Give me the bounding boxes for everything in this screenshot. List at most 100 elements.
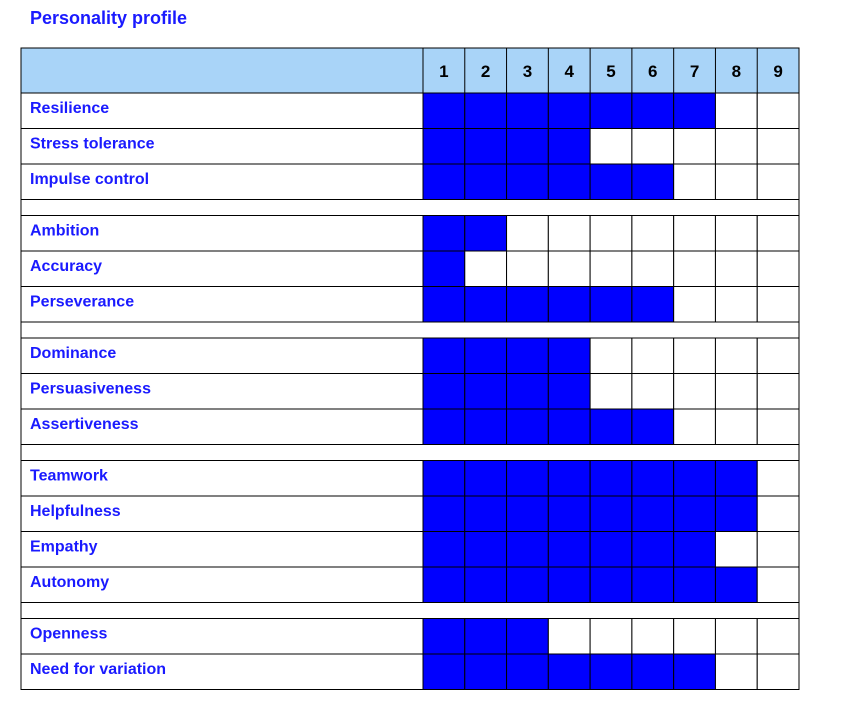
score-cell-filled-stress-tolerance: [422, 128, 466, 165]
score-cell-empty-empathy: [756, 531, 800, 568]
score-cell-filled-openness: [422, 618, 466, 655]
score-cell-filled-dominance: [464, 337, 508, 374]
score-cell-filled-resilience: [673, 92, 716, 129]
score-cell-empty-openness: [673, 618, 716, 655]
score-cell-empty-ambition: [547, 215, 591, 252]
score-cell-filled-teamwork: [506, 460, 549, 497]
score-cell-filled-teamwork: [631, 460, 675, 497]
score-cell-filled-resilience: [547, 92, 591, 129]
score-cell-empty-accuracy: [756, 250, 800, 287]
score-cell-empty-openness: [631, 618, 675, 655]
score-cell-empty-empathy: [714, 531, 758, 568]
score-cell-empty-ambition: [714, 215, 758, 252]
score-cell-empty-stress-tolerance: [589, 128, 633, 165]
scale-label-3: 3: [523, 62, 532, 81]
score-cell-empty-dominance: [589, 337, 633, 374]
scale-label-1: 1: [439, 62, 448, 81]
score-cell-empty-assertiveness: [756, 408, 800, 445]
score-cell-empty-impulse-control: [673, 163, 716, 200]
score-cell-filled-assertiveness: [631, 408, 675, 445]
score-cell-filled-helpfulness: [506, 495, 549, 532]
score-cell-filled-resilience: [464, 92, 508, 129]
score-cell-filled-autonomy: [631, 566, 675, 603]
score-cell-empty-persuasiveness: [714, 373, 758, 410]
score-cell-filled-teamwork: [714, 460, 758, 497]
row-label-openness: Openness: [30, 626, 107, 643]
score-cell-filled-autonomy: [506, 566, 549, 603]
group-spacer: [20, 321, 800, 339]
row-label-ambition: Ambition: [30, 223, 99, 240]
score-cell-empty-ambition: [631, 215, 675, 252]
score-cell-filled-openness: [506, 618, 549, 655]
score-cell-filled-assertiveness: [422, 408, 466, 445]
score-cell-empty-persuasiveness: [756, 373, 800, 410]
score-cell-empty-stress-tolerance: [714, 128, 758, 165]
score-cell-filled-helpfulness: [631, 495, 675, 532]
row-label-teamwork: Teamwork: [30, 468, 108, 485]
row-label-impulse-control: Impulse control: [30, 171, 149, 188]
score-cell-filled-ambition: [422, 215, 466, 252]
score-cell-empty-need-for-variation: [756, 653, 800, 690]
score-cell-filled-perseverance: [506, 286, 549, 323]
score-cell-filled-perseverance: [589, 286, 633, 323]
score-cell-filled-openness: [464, 618, 508, 655]
scale-label-2: 2: [481, 62, 490, 81]
score-cell-filled-impulse-control: [464, 163, 508, 200]
score-cell-empty-openness: [756, 618, 800, 655]
score-cell-filled-dominance: [422, 337, 466, 374]
score-cell-filled-autonomy: [714, 566, 758, 603]
scale-label-4: 4: [564, 62, 574, 81]
row-label-perseverance: Perseverance: [30, 294, 134, 311]
score-cell-filled-empathy: [422, 531, 466, 568]
score-cell-filled-perseverance: [547, 286, 591, 323]
score-cell-empty-persuasiveness: [631, 373, 675, 410]
score-cell-empty-assertiveness: [714, 408, 758, 445]
scale-label-8: 8: [732, 62, 741, 81]
score-cell-empty-dominance: [756, 337, 800, 374]
score-cell-filled-dominance: [506, 337, 549, 374]
score-cell-filled-teamwork: [422, 460, 466, 497]
score-cell-filled-accuracy: [422, 250, 466, 287]
score-cell-empty-dominance: [631, 337, 675, 374]
score-cell-filled-resilience: [589, 92, 633, 129]
score-cell-filled-autonomy: [673, 566, 716, 603]
score-cell-filled-need-for-variation: [506, 653, 549, 690]
score-cell-filled-resilience: [506, 92, 549, 129]
score-cell-filled-helpfulness: [547, 495, 591, 532]
score-cell-filled-stress-tolerance: [547, 128, 591, 165]
score-cell-filled-need-for-variation: [631, 653, 675, 690]
score-cell-filled-persuasiveness: [464, 373, 508, 410]
score-cell-empty-perseverance: [714, 286, 758, 323]
score-cell-filled-teamwork: [464, 460, 508, 497]
score-cell-filled-assertiveness: [506, 408, 549, 445]
score-cell-filled-assertiveness: [464, 408, 508, 445]
score-cell-filled-empathy: [631, 531, 675, 568]
score-cell-empty-openness: [589, 618, 633, 655]
score-cell-empty-openness: [714, 618, 758, 655]
score-cell-filled-need-for-variation: [589, 653, 633, 690]
score-cell-empty-stress-tolerance: [673, 128, 716, 165]
score-cell-empty-perseverance: [756, 286, 800, 323]
score-cell-filled-teamwork: [547, 460, 591, 497]
score-cell-filled-impulse-control: [422, 163, 466, 200]
score-cell-empty-impulse-control: [714, 163, 758, 200]
score-cell-filled-ambition: [464, 215, 508, 252]
score-cell-empty-need-for-variation: [714, 653, 758, 690]
score-cell-filled-resilience: [422, 92, 466, 129]
score-cell-filled-autonomy: [589, 566, 633, 603]
score-cell-filled-need-for-variation: [464, 653, 508, 690]
score-cell-empty-dominance: [673, 337, 716, 374]
score-cell-empty-ambition: [673, 215, 716, 252]
score-cell-empty-ambition: [506, 215, 549, 252]
score-cell-empty-accuracy: [547, 250, 591, 287]
score-cell-empty-dominance: [714, 337, 758, 374]
score-cell-empty-teamwork: [756, 460, 800, 497]
score-cell-filled-dominance: [547, 337, 591, 374]
score-cell-filled-helpfulness: [464, 495, 508, 532]
group-spacer: [20, 199, 800, 216]
score-cell-filled-impulse-control: [506, 163, 549, 200]
score-cell-filled-need-for-variation: [422, 653, 466, 690]
score-cell-empty-persuasiveness: [589, 373, 633, 410]
score-cell-empty-impulse-control: [756, 163, 800, 200]
